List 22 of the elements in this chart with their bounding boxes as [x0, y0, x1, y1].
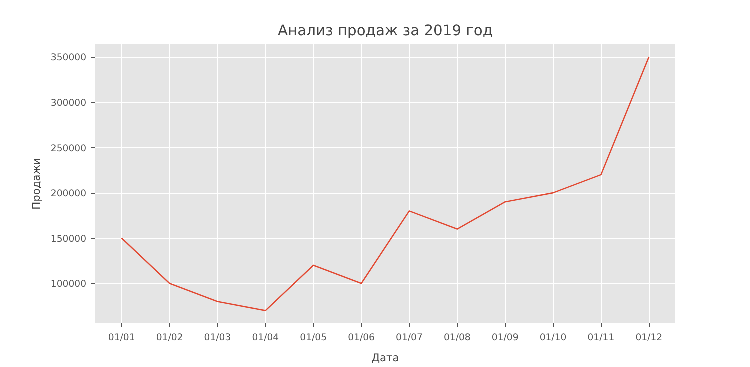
- x-tick-label: 01/07: [396, 332, 423, 344]
- x-tick-label: 01/01: [108, 332, 136, 344]
- y-axis-title: Продажи: [30, 158, 43, 210]
- chart-title: Анализ продаж за 2019 год: [278, 22, 493, 40]
- x-tick-label: 01/08: [444, 332, 471, 344]
- y-tick-label: 200000: [50, 188, 87, 200]
- y-tick-label: 250000: [50, 143, 87, 154]
- x-axis-title: Дата: [372, 352, 400, 364]
- x-tick-label: 01/10: [540, 332, 567, 344]
- x-tick-label: 01/06: [348, 332, 376, 344]
- y-tick-label: 100000: [50, 279, 87, 290]
- x-tick-label: 01/04: [252, 332, 280, 344]
- y-tick-label: 300000: [50, 98, 87, 109]
- x-tick-label: 01/09: [492, 332, 519, 344]
- x-tick-label: 01/12: [636, 332, 663, 344]
- line-series: [121, 56, 650, 312]
- x-tick-label: 01/02: [156, 332, 184, 344]
- x-tick-label: 01/03: [204, 332, 232, 344]
- x-tick-label: 01/05: [300, 332, 328, 344]
- y-tick-label: 150000: [50, 234, 87, 245]
- x-tick-label: 01/11: [588, 332, 615, 344]
- y-tick-label: 350000: [50, 52, 87, 64]
